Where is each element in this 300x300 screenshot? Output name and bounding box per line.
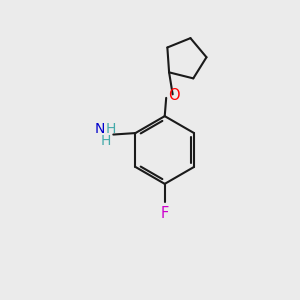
Text: N: N [94,122,105,136]
Text: F: F [160,206,169,220]
Text: H: H [106,122,116,136]
Text: O: O [168,88,180,103]
Text: H: H [100,134,111,148]
